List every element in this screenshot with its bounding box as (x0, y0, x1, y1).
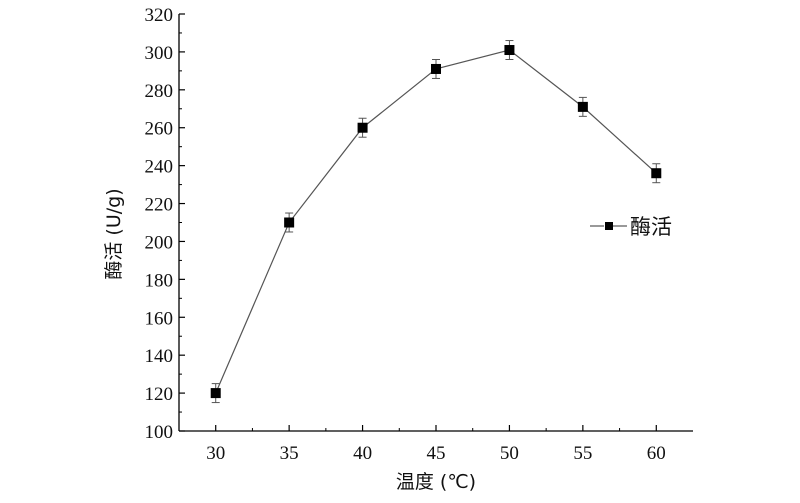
x-tick-label: 60 (647, 443, 666, 464)
y-tick-label: 160 (145, 308, 174, 329)
y-tick-label: 100 (145, 422, 174, 443)
x-tick-label: 50 (500, 443, 519, 464)
x-tick-label: 35 (280, 443, 299, 464)
data-point (577, 101, 588, 112)
y-tick-label: 300 (145, 43, 174, 64)
x-axis-title: 温度 (℃) (396, 471, 476, 493)
y-tick-label: 120 (145, 384, 174, 405)
y-axis-title: 酶活 (U/g) (103, 188, 125, 279)
x-tick-label: 40 (353, 443, 372, 464)
data-point (504, 45, 515, 56)
y-tick-label: 200 (145, 232, 174, 253)
data-point (357, 122, 368, 133)
ticks (179, 13, 657, 432)
x-tick-label: 45 (427, 443, 446, 464)
x-tick-label: 30 (206, 443, 225, 464)
y-tick-label: 180 (145, 270, 174, 291)
y-tick-label: 320 (145, 5, 174, 26)
series (210, 40, 662, 404)
y-tick-label: 140 (145, 346, 174, 367)
y-tick-label: 260 (145, 119, 174, 140)
legend: 酶活 (590, 215, 672, 239)
y-tick-label: 280 (145, 81, 174, 102)
tick-labels: 100 120 140 160 180 200 220 240 260 280 300 320 30 35… (145, 5, 666, 464)
data-point (284, 217, 295, 228)
series-line (215, 49, 657, 394)
data-point (431, 63, 441, 74)
x-tick-label: 55 (573, 443, 592, 464)
y-tick-label: 240 (145, 157, 174, 178)
data-point (651, 168, 662, 179)
legend-marker (605, 222, 613, 230)
y-tick-label: 220 (145, 195, 174, 216)
data-point (210, 388, 221, 399)
legend-label: 酶活 (630, 215, 672, 239)
